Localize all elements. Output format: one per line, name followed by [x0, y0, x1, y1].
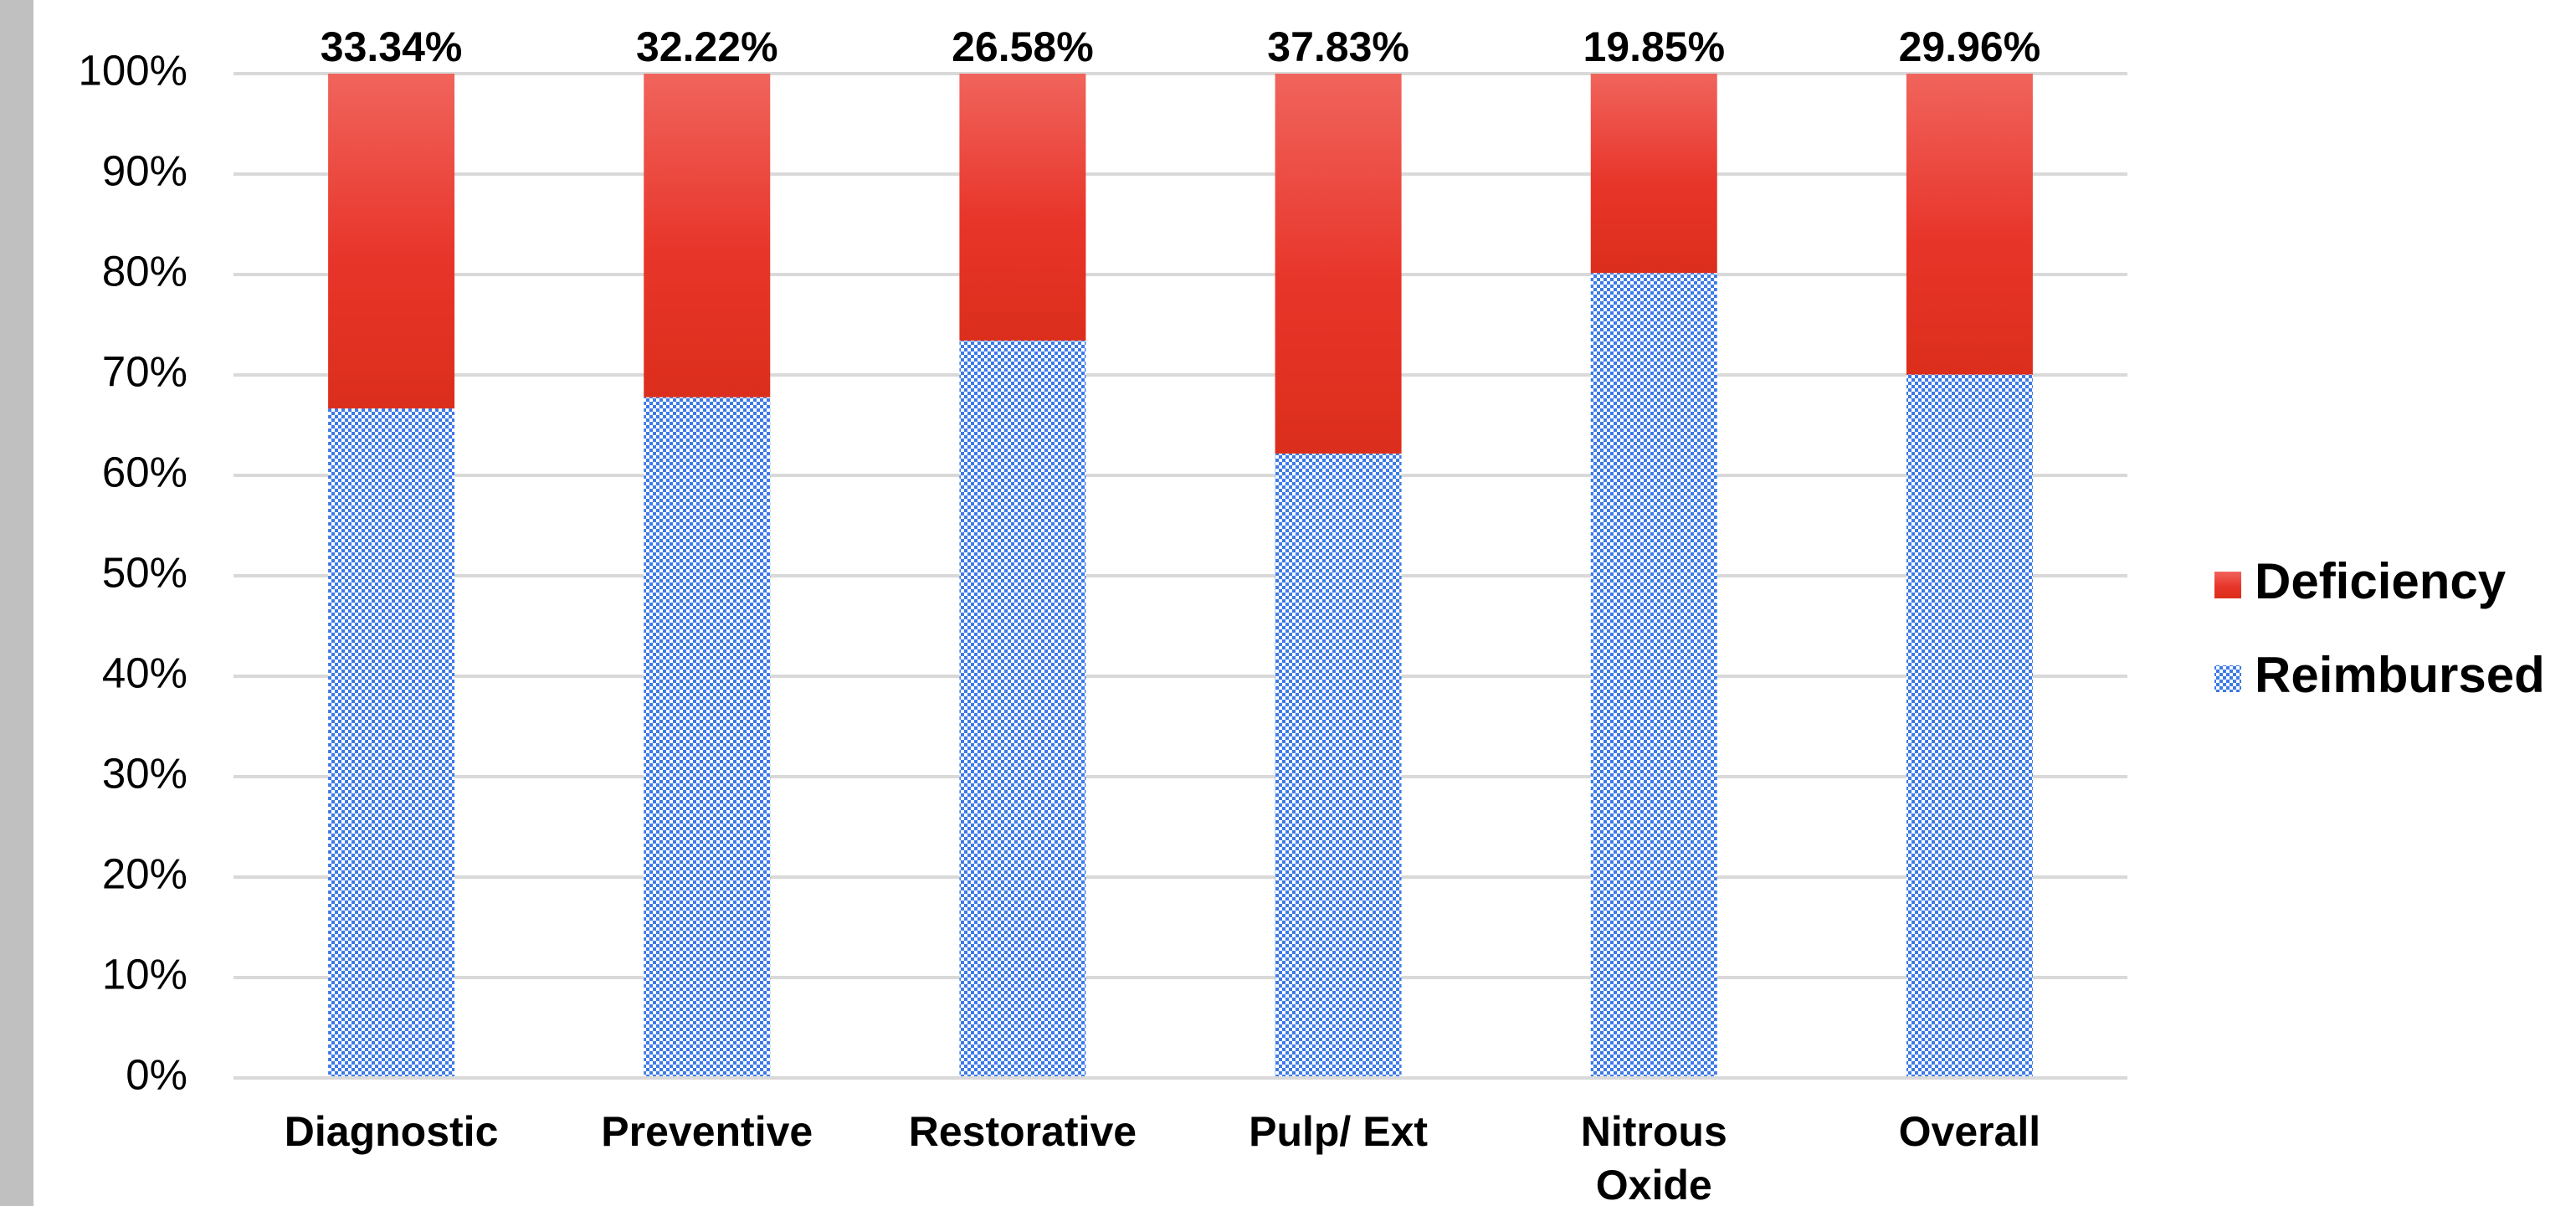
x-tick-label: Diagnostic [285, 1108, 499, 1155]
legend-swatch [2214, 572, 2241, 598]
y-tick-label: 80% [102, 247, 187, 295]
y-tick-label: 10% [102, 950, 187, 998]
data-label: 26.58% [952, 23, 1094, 70]
x-tick-label: Nitrous Oxide [1581, 1108, 1727, 1206]
bar-segment [1590, 273, 1717, 1078]
x-tick-label: Restorative [909, 1108, 1137, 1155]
bar-segment [1906, 374, 2033, 1078]
y-tick-label: 40% [102, 649, 187, 696]
bar-segment [328, 408, 455, 1079]
side-strip [0, 0, 33, 1206]
bar-segment [328, 74, 455, 409]
data-label: 32.22% [636, 23, 778, 70]
y-tick-label: 20% [102, 849, 187, 897]
y-tick-label: 90% [102, 146, 187, 194]
data-label: 33.34% [321, 23, 463, 70]
bar-segment [1275, 74, 1402, 454]
y-tick-label: 30% [102, 749, 187, 797]
y-tick-label: 70% [102, 347, 187, 395]
data-label: 19.85% [1583, 23, 1725, 70]
y-tick-label: 60% [102, 448, 187, 495]
x-tick-label: Preventive [601, 1108, 813, 1155]
bar-segment [1906, 74, 2033, 375]
legend-label: Deficiency [2255, 553, 2507, 609]
bar-segment [959, 340, 1086, 1079]
x-tick-label: Pulp/ Ext [1249, 1108, 1428, 1155]
bar-segment [644, 74, 771, 398]
bar-segment [959, 74, 1086, 341]
data-label: 37.83% [1267, 23, 1409, 70]
y-tick-label: 100% [79, 46, 187, 94]
bar-segment [644, 397, 771, 1078]
bar-segment [1590, 74, 1717, 274]
y-tick-label: 50% [102, 548, 187, 596]
legend-swatch [2214, 665, 2241, 692]
legend-label: Reimbursed [2255, 647, 2545, 703]
y-tick-label: 0% [126, 1050, 187, 1098]
bar-segment [1275, 453, 1402, 1078]
x-tick-label: Overall [1899, 1108, 2041, 1155]
data-label: 29.96% [1899, 23, 2041, 70]
